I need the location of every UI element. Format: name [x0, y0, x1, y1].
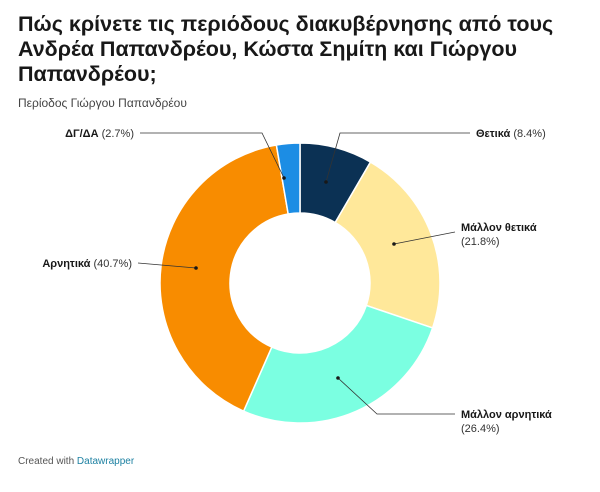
- label-value-arnitika: (40.7%): [90, 258, 132, 270]
- leader-dot-dg-da: [282, 176, 286, 180]
- leader-dot-mallon-thetika: [392, 242, 396, 246]
- footer-credit: Created with Datawrapper: [18, 456, 134, 467]
- donut-slices: [159, 142, 441, 424]
- leader-dot-arnitika: [194, 266, 198, 270]
- label-arnitika: Αρνητικά (40.7%): [42, 258, 132, 270]
- label-leaders: [137, 132, 470, 415]
- slice-arnitika[interactable]: [159, 144, 290, 413]
- label-category-mallon-arnitika: Μάλλον αρνητικά: [461, 409, 552, 421]
- leader-thetika: [325, 132, 470, 183]
- leader-dot-thetika: [324, 180, 328, 184]
- label-value-mallon-arnitika: (26.4%): [461, 423, 500, 435]
- leader-dot-mallon-arnitika: [336, 376, 340, 380]
- chart-subtitle: Περίοδος Γιώργου Παπανδρέου: [18, 96, 187, 110]
- slice-dg-da[interactable]: [275, 142, 301, 215]
- chart-title: Πώς κρίνετε τις περιόδους διακυβέρνησης …: [18, 12, 554, 86]
- leader-dg-da: [140, 132, 285, 179]
- label-category-arnitika: Αρνητικά: [42, 258, 90, 270]
- label-value-dg-da: (2.7%): [99, 128, 134, 140]
- label-thetika: Θετικά (8.4%): [476, 128, 546, 140]
- slice-mallon-thetika[interactable]: [334, 161, 441, 329]
- label-mallon-thetika: Μάλλον θετικά (21.8%): [461, 222, 537, 248]
- label-category-mallon-thetika: Μάλλον θετικά: [461, 222, 537, 234]
- datawrapper-link[interactable]: Datawrapper: [76, 456, 135, 467]
- slice-mallon-arnitika[interactable]: [242, 304, 434, 424]
- label-value-mallon-thetika: (21.8%): [461, 236, 500, 248]
- leader-arnitika: [137, 262, 197, 269]
- donut-chart: Θετικά (8.4%)Μάλλον θετικά (21.8%)Μάλλον …: [42, 128, 552, 435]
- leader-mallon-thetika: [393, 231, 456, 245]
- label-mallon-arnitika: Μάλλον αρνητικά (26.4%): [461, 409, 552, 435]
- footer-prefix: Created with: [18, 456, 75, 467]
- label-category-thetika: Θετικά: [476, 128, 511, 140]
- slice-labels: Θετικά (8.4%)Μάλλον θετικά (21.8%)Μάλλον …: [42, 128, 552, 435]
- label-category-dg-da: ΔΓ/ΔΑ: [65, 128, 98, 140]
- leader-mallon-arnitika: [337, 377, 455, 415]
- label-value-thetika: (8.4%): [510, 128, 545, 140]
- label-dg-da: ΔΓ/ΔΑ (2.7%): [65, 128, 134, 140]
